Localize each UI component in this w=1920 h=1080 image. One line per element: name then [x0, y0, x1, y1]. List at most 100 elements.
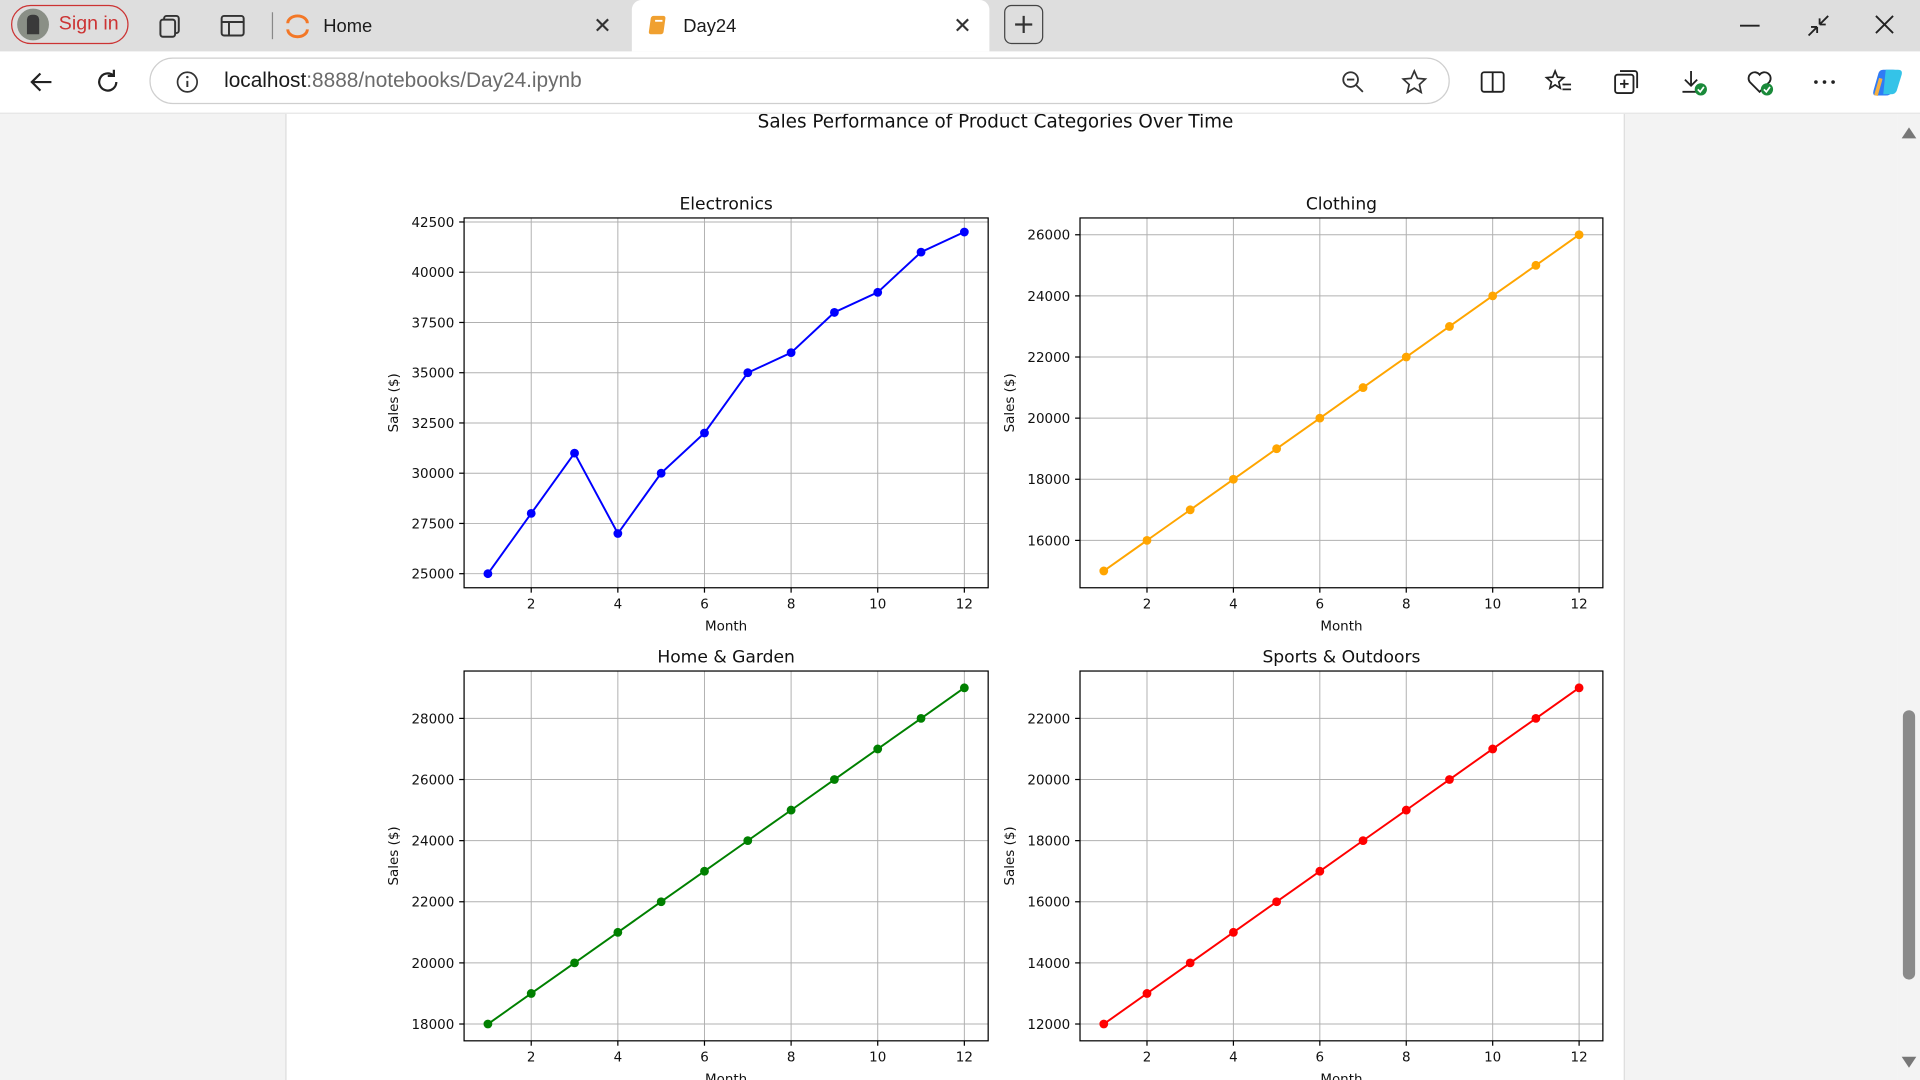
close-tab-icon[interactable]: ✕	[953, 12, 972, 38]
subplot-title: Sports & Outdoors	[1262, 647, 1420, 667]
x-tick-label: 6	[700, 1051, 709, 1066]
scrollbar-thumb[interactable]	[1902, 710, 1916, 980]
x-tick-label: 2	[527, 1051, 536, 1066]
url-host: localhost	[224, 68, 307, 92]
site-info-icon[interactable]	[175, 70, 199, 94]
data-point	[1574, 683, 1584, 693]
tab-home[interactable]: Home ✕	[272, 0, 630, 51]
scroll-up-icon[interactable]	[1901, 127, 1917, 139]
series-line	[487, 231, 965, 575]
data-point	[1272, 444, 1282, 454]
figure-suptitle: Sales Performance of Product Categories …	[758, 114, 1234, 132]
new-tab-button[interactable]	[1004, 4, 1044, 45]
x-tick-label: 10	[1484, 1051, 1501, 1066]
tab-actions-icon[interactable]	[219, 12, 246, 39]
zoom-out-icon[interactable]	[1341, 70, 1365, 94]
x-tick-label: 2	[1143, 1051, 1152, 1066]
data-point	[526, 989, 536, 998]
x-axis-label: Month	[705, 1073, 747, 1080]
split-screen-icon[interactable]	[1478, 67, 1507, 96]
data-point	[1315, 413, 1325, 423]
y-tick-label: 40000	[411, 266, 454, 281]
tab-separator	[271, 12, 274, 40]
data-point	[873, 744, 883, 754]
data-point	[959, 227, 969, 237]
x-axis-label: Month	[705, 620, 747, 635]
x-axis-label: Month	[1320, 1073, 1362, 1080]
collections-icon[interactable]	[1611, 67, 1640, 96]
y-tick-label: 18000	[411, 1018, 454, 1033]
navigation-bar: localhost:8888/notebooks/Day24.ipynb	[0, 51, 1920, 114]
data-point	[1142, 535, 1152, 545]
data-point	[483, 569, 493, 579]
y-tick-label: 27500	[411, 517, 454, 532]
data-point	[570, 958, 579, 968]
y-tick-label: 20000	[1027, 773, 1070, 788]
data-point	[743, 836, 753, 846]
data-point	[743, 368, 753, 378]
y-tick-label: 12000	[1027, 1018, 1070, 1033]
y-tick-label: 24000	[411, 835, 454, 850]
copilot-icon[interactable]	[1869, 64, 1906, 101]
y-tick-label: 22000	[1027, 712, 1070, 727]
x-tick-label: 10	[869, 598, 886, 613]
x-tick-label: 12	[956, 1051, 973, 1066]
subplot-title: Electronics	[679, 194, 772, 214]
sign-in-button[interactable]: Sign in	[11, 4, 129, 45]
notebook-icon	[648, 15, 666, 35]
avatar	[17, 8, 49, 41]
y-tick-label: 24000	[1027, 290, 1070, 305]
data-point	[1099, 1019, 1109, 1029]
x-tick-label: 6	[1316, 598, 1325, 613]
sign-in-label: Sign in	[58, 13, 119, 35]
workspaces-icon[interactable]	[157, 12, 184, 39]
minimize-icon[interactable]	[1739, 15, 1761, 37]
y-tick-label: 35000	[411, 367, 454, 382]
refresh-icon[interactable]	[93, 67, 122, 96]
y-tick-label: 16000	[1027, 534, 1070, 549]
data-point	[916, 713, 926, 723]
data-point	[1488, 744, 1498, 754]
browser-essentials-icon[interactable]	[1745, 67, 1774, 96]
data-point	[1099, 566, 1109, 576]
chart-figure: Sales Performance of Product Categories …	[387, 114, 1604, 1080]
data-point	[613, 529, 623, 538]
more-options-icon[interactable]	[1810, 67, 1839, 96]
tab-home-title: Home	[323, 15, 373, 37]
scroll-down-icon[interactable]	[1901, 1056, 1917, 1068]
downloads-icon[interactable]	[1679, 67, 1708, 96]
data-point	[786, 348, 796, 358]
x-tick-label: 4	[614, 1051, 623, 1066]
tab-day24[interactable]: Day24 ✕	[631, 0, 990, 52]
data-point	[1358, 383, 1368, 392]
restore-icon[interactable]	[1805, 12, 1832, 39]
url-path: :8888/notebooks/Day24.ipynb	[306, 68, 582, 92]
data-point	[656, 897, 666, 907]
scrollbar[interactable]	[1897, 113, 1920, 1080]
axes-frame	[463, 217, 989, 589]
series-line	[1103, 687, 1580, 1025]
subplot-electronics: 2 4 6 8 10 12 25000 27500 30000 32500 35000 37500 40…	[387, 194, 989, 635]
close-tab-icon[interactable]: ✕	[593, 12, 612, 38]
close-window-icon[interactable]	[1873, 13, 1895, 35]
subplot-sports-outdoors: 2 4 6 8 10 12 12000 14000 16000 18000 20000 22000 Sp…	[1003, 647, 1604, 1080]
data-point	[1531, 713, 1541, 723]
y-tick-label: 20000	[1027, 412, 1070, 427]
y-tick-label: 42500	[411, 216, 454, 231]
tab-strip: Sign in Home ✕ Day24 ✕	[0, 0, 1920, 52]
x-tick-label: 12	[1571, 1051, 1588, 1066]
y-tick-label: 26000	[411, 773, 454, 788]
back-icon[interactable]	[27, 67, 56, 96]
subplot-title: Clothing	[1306, 194, 1377, 214]
y-axis-label: Sales ($)	[387, 826, 402, 885]
favorites-icon[interactable]	[1544, 67, 1573, 96]
data-point	[1272, 897, 1282, 907]
favorite-star-icon[interactable]	[1401, 68, 1428, 96]
subplot-title: Home & Garden	[657, 647, 795, 667]
y-axis-label: Sales ($)	[1003, 826, 1018, 885]
address-bar[interactable]: localhost:8888/notebooks/Day24.ipynb	[149, 57, 1450, 105]
data-point	[1229, 927, 1238, 937]
x-tick-label: 4	[614, 598, 623, 613]
x-tick-label: 12	[956, 598, 973, 613]
y-tick-label: 14000	[1027, 957, 1070, 972]
